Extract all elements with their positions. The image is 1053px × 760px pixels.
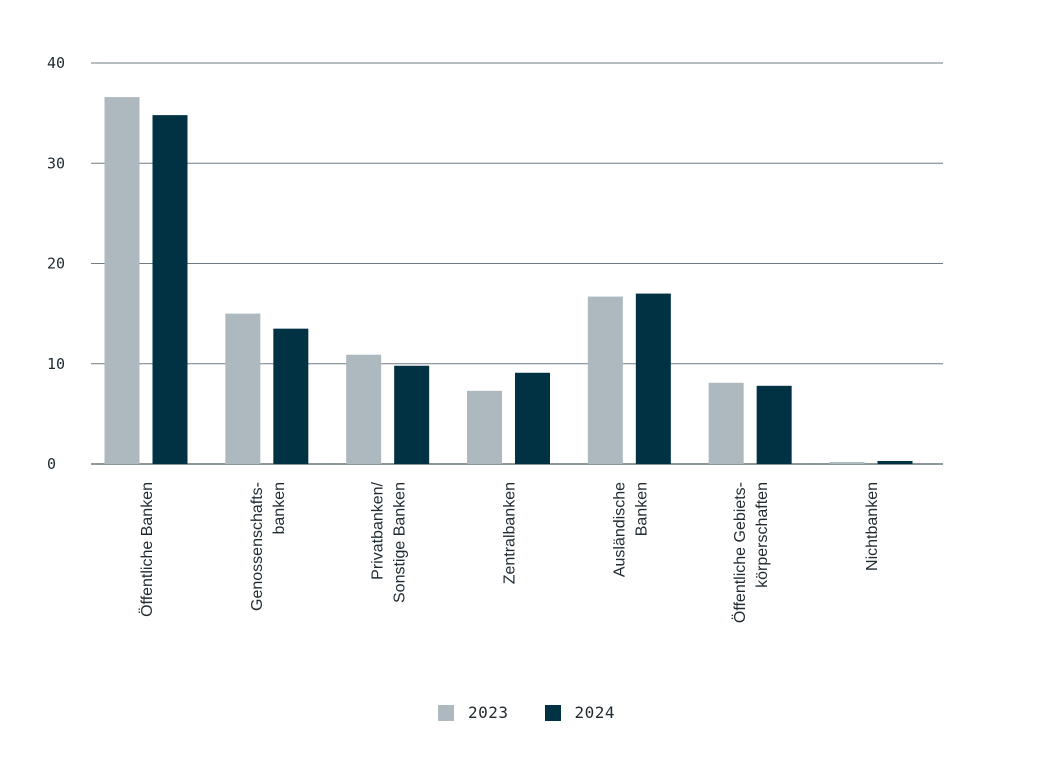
legend-label-2024: 2024 (574, 703, 616, 722)
category-label: Öffentliche Gebiets-körperschaften (731, 482, 771, 623)
y-axis-tick-labels: 0 10 20 30 40 (47, 54, 65, 473)
category-label-line: Privatbanken/ (370, 481, 387, 579)
y-tick-label: 10 (47, 355, 65, 373)
y-tick-label: 0 (47, 455, 56, 473)
bar-2023 (104, 97, 140, 465)
category-label-line: körperschaften (754, 482, 771, 588)
bar-2023 (708, 382, 744, 464)
bar-2023 (587, 296, 623, 464)
bar-2023 (829, 461, 865, 464)
bar-2024 (394, 365, 430, 464)
y-tick-label: 20 (47, 255, 65, 273)
y-tick-label: 30 (47, 154, 65, 172)
category-label-line: Zentralbanken (502, 482, 519, 584)
legend-item-2024: 2024 (544, 703, 616, 722)
y-tick-label: 40 (47, 54, 65, 72)
bar-2024 (635, 293, 671, 464)
category-label-line: Genossenschafts- (249, 482, 266, 611)
legend: 2023 2024 (0, 703, 1053, 722)
bars (104, 97, 913, 465)
bar-2024 (756, 385, 792, 464)
category-label-line: Öffentliche Gebiets- (731, 482, 749, 623)
bar-2023 (225, 313, 261, 464)
bar-2024 (515, 372, 550, 464)
legend-swatch-2024 (544, 704, 561, 721)
category-label: Zentralbanken (502, 482, 519, 584)
category-label: Genossenschafts-banken (249, 482, 288, 611)
bar-2024 (273, 328, 309, 464)
category-label-line: banken (271, 482, 288, 535)
legend-label-2023: 2023 (467, 703, 509, 722)
category-label: Ausländische Banken (611, 482, 650, 577)
category-label-line: Ausländische (611, 482, 628, 577)
bar-2024 (877, 460, 913, 464)
category-label-line: Öffentliche Banken (138, 482, 156, 617)
x-axis-category-labels: Öffentliche Banken Genossenschafts-banken… (138, 481, 881, 623)
bar-2023 (346, 354, 382, 464)
bar-2023 (467, 390, 502, 464)
legend-swatch-2023 (437, 704, 454, 721)
category-label: Nichtbanken (864, 482, 881, 571)
category-label: Öffentliche Banken (138, 482, 156, 617)
category-label-line: Nichtbanken (864, 482, 881, 571)
bar-chart: 0 10 20 30 40 Öffentliche Banken Genossenscha… (47, 54, 943, 623)
category-label-line: Sonstige Banken (392, 482, 409, 603)
category-label: Privatbanken/Sonstige Banken (370, 481, 409, 603)
legend-item-2023: 2023 (437, 703, 509, 722)
bar-2024 (152, 115, 188, 464)
category-label-line: Banken (633, 482, 650, 536)
